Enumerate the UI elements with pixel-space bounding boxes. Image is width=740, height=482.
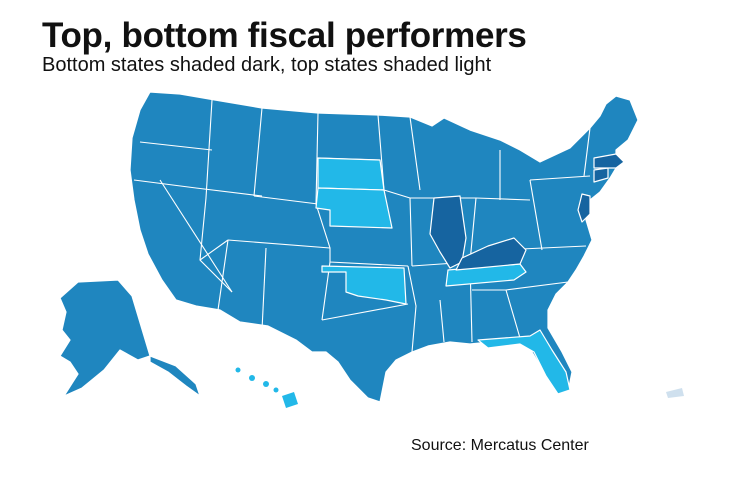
state-hawaii — [235, 367, 298, 408]
state-florida — [477, 329, 571, 395]
source-note: Source: Mercatus Center — [411, 437, 589, 454]
us-mainland — [129, 91, 639, 403]
state-kentucky — [455, 237, 527, 271]
page-subtitle: Bottom states shaded dark, top states sh… — [42, 54, 492, 76]
state-alaska — [59, 279, 151, 397]
puerto-rico — [666, 388, 684, 398]
page-title: Top, bottom fiscal performers — [42, 16, 527, 55]
state-south-dakota — [317, 157, 385, 191]
state-illinois — [429, 195, 467, 269]
state-oklahoma — [321, 265, 407, 305]
state-new-jersey — [577, 193, 591, 223]
state-nebraska — [315, 187, 393, 229]
state-massachusetts — [593, 153, 625, 169]
state-borders — [133, 99, 591, 353]
state-connecticut — [593, 167, 609, 183]
alaska-panhandle — [149, 355, 201, 397]
